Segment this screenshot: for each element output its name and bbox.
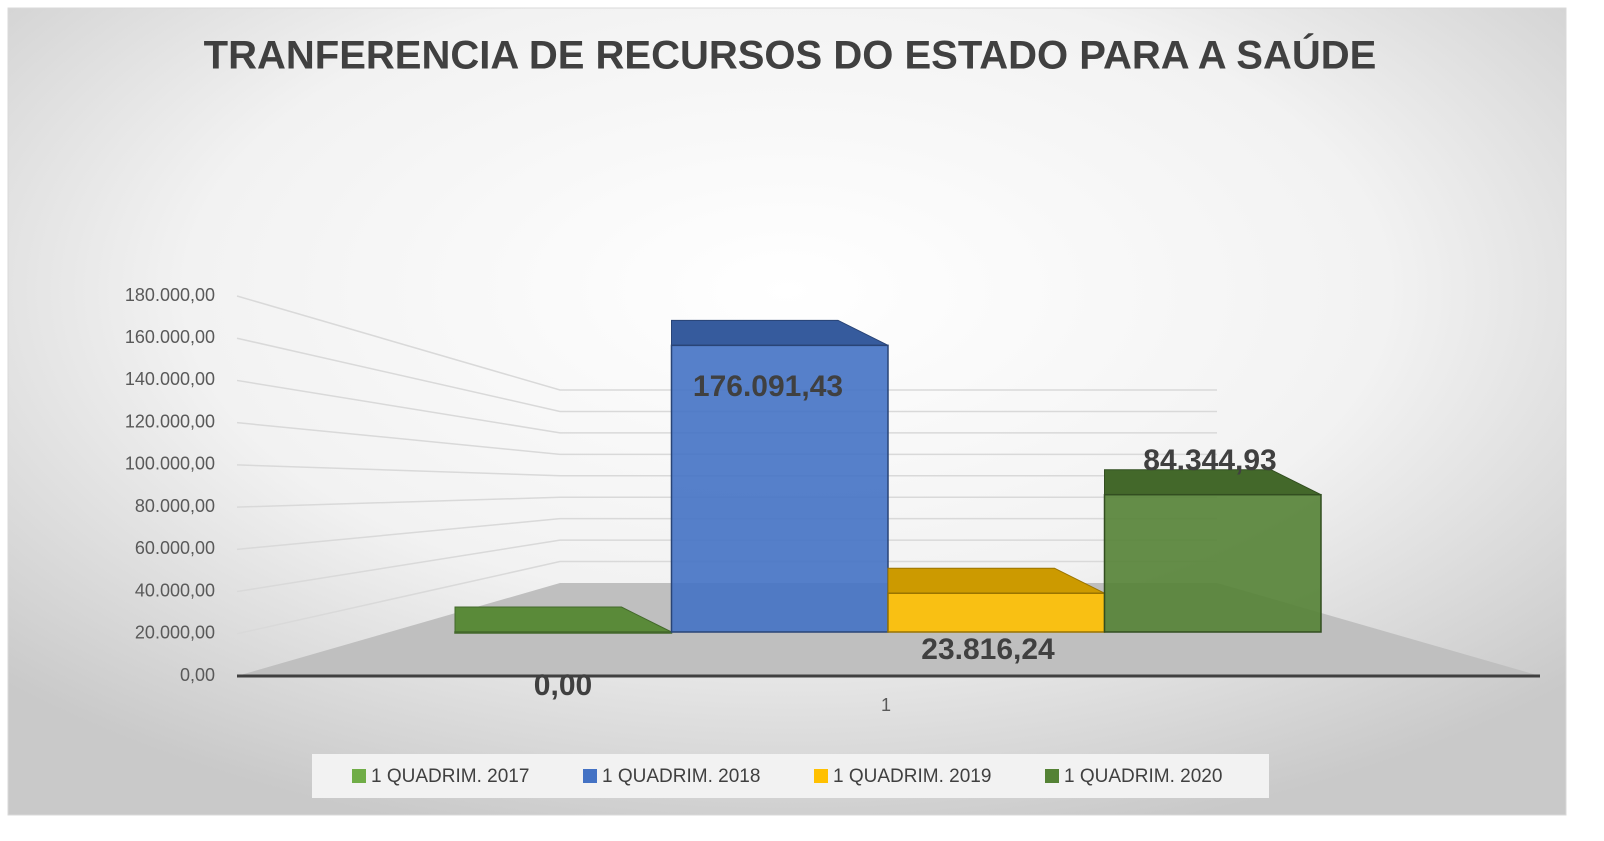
legend-label: 1 QUADRIM. 2020 bbox=[1064, 766, 1222, 787]
bar bbox=[454, 631, 673, 634]
y-tick-label: 80.000,00 bbox=[135, 496, 215, 516]
legend-box bbox=[312, 754, 1269, 798]
legend-label: 1 QUADRIM. 2019 bbox=[833, 766, 991, 787]
grid-line bbox=[236, 539, 1217, 593]
y-tick-label: 0,00 bbox=[180, 665, 215, 685]
grid-line bbox=[236, 295, 1217, 391]
chart-title: TRANFERENCIA DE RECURSOS DO ESTADO PARA … bbox=[204, 32, 1377, 78]
y-tick-label: 140.000,00 bbox=[125, 369, 215, 389]
value-label: 23.816,24 bbox=[921, 633, 1055, 666]
y-tick-label: 180.000,00 bbox=[125, 285, 215, 305]
value-label: 84.344,93 bbox=[1143, 444, 1276, 477]
y-tick-label: 60.000,00 bbox=[135, 538, 215, 558]
grid-line bbox=[236, 560, 1217, 635]
legend-label: 1 QUADRIM. 2018 bbox=[602, 766, 760, 787]
grid-line bbox=[236, 337, 1217, 413]
grid-line bbox=[236, 421, 1217, 456]
y-tick-label: 40.000,00 bbox=[135, 580, 215, 600]
bar bbox=[1103, 493, 1322, 633]
grid-line bbox=[236, 379, 1217, 434]
x-tick-label: 1 bbox=[881, 695, 891, 715]
legend-swatch bbox=[583, 769, 597, 783]
legend-swatch bbox=[1045, 769, 1059, 783]
legend-swatch bbox=[352, 769, 366, 783]
legend-label: 1 QUADRIM. 2017 bbox=[371, 766, 529, 787]
value-label: 176.091,43 bbox=[693, 370, 843, 403]
grid-line bbox=[236, 496, 1217, 508]
value-label: 0,00 bbox=[534, 669, 592, 702]
y-tick-label: 100.000,00 bbox=[125, 454, 215, 474]
legend-swatch bbox=[814, 769, 828, 783]
bar bbox=[670, 344, 889, 633]
bar bbox=[887, 592, 1106, 633]
grid-line bbox=[236, 517, 1217, 551]
y-tick-label: 20.000,00 bbox=[135, 623, 215, 643]
grid-line bbox=[236, 464, 1217, 477]
y-tick-label: 120.000,00 bbox=[125, 411, 215, 431]
y-tick-label: 160.000,00 bbox=[125, 327, 215, 347]
